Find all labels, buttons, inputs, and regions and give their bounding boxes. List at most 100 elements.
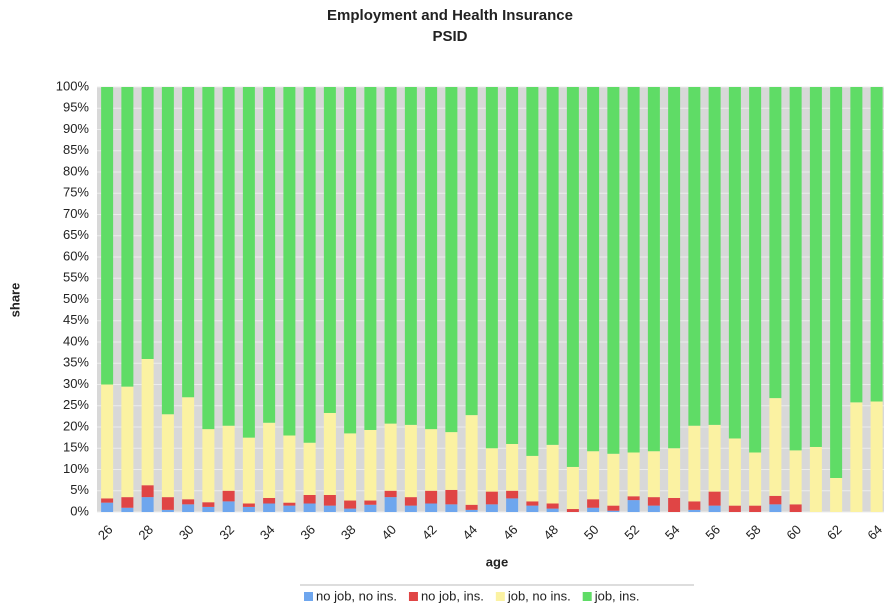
bar-segment (587, 87, 600, 452)
y-tick-label: 75% (63, 185, 89, 200)
legend-swatch (495, 592, 505, 601)
bar-segment (708, 424, 721, 492)
y-tick-label: 40% (63, 333, 89, 348)
bar-segment (101, 498, 114, 503)
bar-segment (647, 451, 660, 498)
bar-segment (242, 87, 255, 438)
x-axis-title: age (486, 554, 508, 569)
bar-segment (526, 501, 539, 506)
bar-segment (161, 87, 174, 415)
bar-segment (668, 497, 681, 512)
bar-segment (121, 386, 134, 498)
bar-segment (242, 437, 255, 504)
bar-segment (242, 503, 255, 507)
x-tick-label: 56 (702, 522, 723, 543)
bar-segment (465, 509, 478, 512)
bar-segment (303, 503, 316, 512)
y-tick-label: 70% (63, 206, 89, 221)
bar-segment (485, 504, 498, 512)
bar-segment (283, 87, 296, 436)
bar-segment (546, 503, 559, 509)
bar-segment (870, 401, 883, 512)
bar-segment (708, 505, 721, 512)
bar-segment (465, 504, 478, 510)
bar-segment (465, 415, 478, 505)
bar-segment (769, 495, 782, 505)
bar-segment (728, 505, 741, 512)
legend-label: job, no ins. (507, 588, 571, 603)
bar-segment (445, 432, 458, 490)
bar-segment (202, 502, 215, 507)
bar-segment (182, 87, 195, 398)
bar-segment (161, 414, 174, 498)
legend-label: no job, ins. (421, 588, 484, 603)
bar-segment (121, 87, 134, 387)
bar-segment (506, 444, 519, 491)
y-tick-label: 65% (63, 227, 89, 242)
bar-segment (607, 505, 620, 511)
y-tick-label: 10% (63, 461, 89, 476)
y-tick-label: 85% (63, 142, 89, 157)
bar-segment (202, 506, 215, 512)
bar-segment (141, 359, 154, 486)
bar-segment (587, 499, 600, 508)
x-tick-label: 60 (783, 522, 804, 543)
bar-segment (303, 442, 316, 495)
bar-segment (161, 509, 174, 512)
bar-segment (668, 448, 681, 498)
bar-segment (141, 87, 154, 359)
bar-segment (445, 504, 458, 512)
x-tick-label: 36 (297, 522, 318, 543)
bar-segment (364, 429, 377, 501)
bar-segment (607, 87, 620, 454)
bar-segment (485, 87, 498, 449)
bar-segment (506, 498, 519, 512)
bar-segment (688, 509, 701, 512)
x-tick-label: 64 (864, 522, 884, 543)
bar-segment (465, 87, 478, 416)
y-tick-label: 0% (70, 503, 89, 518)
bar-segment (344, 87, 357, 434)
bar-segment (161, 497, 174, 510)
bar-segment (344, 433, 357, 501)
bar-segment (708, 87, 721, 425)
bar-segment (728, 438, 741, 506)
bar-segment (769, 398, 782, 496)
y-tick-label: 50% (63, 291, 89, 306)
bar-segment (283, 435, 296, 503)
x-tick-label: 62 (824, 522, 845, 543)
bar-segment (101, 502, 114, 512)
bar-segment (728, 87, 741, 439)
legend-swatch (304, 592, 313, 601)
bar-segment (425, 503, 438, 512)
bar-segment (202, 429, 215, 503)
bar-segment (485, 491, 498, 505)
y-tick-label: 30% (63, 376, 89, 391)
legend-label: job, ins. (594, 588, 640, 603)
bar-segment (587, 451, 600, 500)
x-tick-label: 34 (257, 522, 278, 543)
bar-segment (425, 87, 438, 430)
bar-segment (182, 499, 195, 505)
bar-segment (323, 412, 336, 495)
bar-segment (323, 87, 336, 413)
bar-segment (769, 87, 782, 399)
y-tick-label: 95% (63, 100, 89, 115)
bar-segment (546, 87, 559, 445)
bar-segment (121, 497, 134, 508)
legend-swatch (408, 592, 418, 601)
bar-segment (141, 497, 154, 512)
y-tick-label: 45% (63, 312, 89, 327)
bar-segment (809, 87, 822, 447)
bar-segment (323, 505, 336, 512)
bar-segment (364, 87, 377, 430)
bar-segment (749, 452, 762, 506)
x-tick-label: 46 (500, 522, 521, 543)
bar-segment (789, 87, 802, 451)
bar-segment (344, 500, 357, 509)
bar-segment (526, 87, 539, 456)
bar-segment (688, 87, 701, 426)
bar-segment (263, 503, 276, 512)
y-axis-title: share (7, 283, 22, 318)
